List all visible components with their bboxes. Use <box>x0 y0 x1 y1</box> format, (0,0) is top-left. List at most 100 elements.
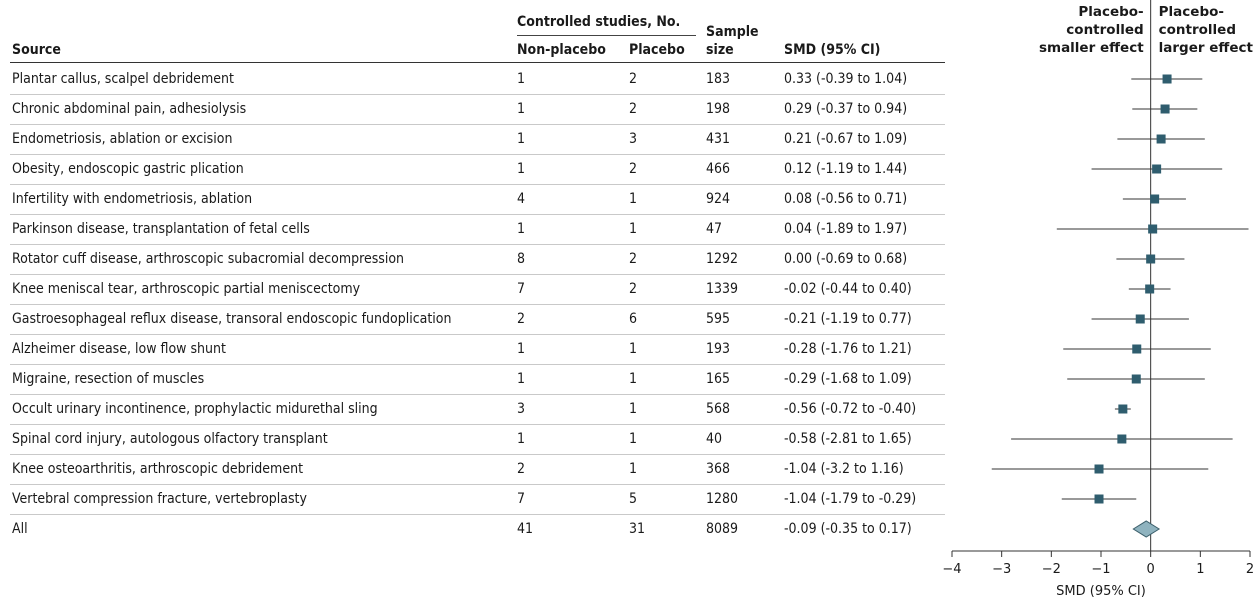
row-smd-ci: -0.29 (-1.68 to 1.09) <box>784 371 912 387</box>
controlled-studies-underline <box>517 35 696 36</box>
smd-header: SMD (95% CI) <box>784 42 881 58</box>
row-non-placebo-count: 3 <box>517 401 526 417</box>
row-placebo-count: 2 <box>629 71 638 87</box>
row-sample-size: 1292 <box>706 251 739 267</box>
row-divider <box>10 124 945 125</box>
point-estimate-marker <box>1117 434 1127 444</box>
row-placebo-count: 1 <box>629 221 638 237</box>
row-sample-size: 595 <box>706 311 731 327</box>
row-divider <box>10 154 945 155</box>
controlled-studies-header: Controlled studies, No. <box>517 14 681 30</box>
row-non-placebo-count: 1 <box>517 161 526 177</box>
row-non-placebo-count: 8 <box>517 251 526 267</box>
row-placebo-count: 2 <box>629 161 638 177</box>
row-sample-size: 8089 <box>706 521 739 537</box>
row-divider <box>10 184 945 185</box>
row-smd-ci: -0.56 (-0.72 to -0.40) <box>784 401 917 417</box>
row-sample-size: 431 <box>706 131 731 147</box>
row-sample-size: 924 <box>706 191 731 207</box>
point-estimate-marker <box>1146 254 1156 264</box>
row-non-placebo-count: 4 <box>517 191 526 207</box>
row-source: Migraine, resection of muscles <box>12 371 205 387</box>
left-header-label: Placebo- <box>1078 4 1143 20</box>
row-placebo-count: 1 <box>629 461 638 477</box>
row-placebo-count: 6 <box>629 311 638 327</box>
row-source: Obesity, endoscopic gastric plication <box>12 161 244 177</box>
row-sample-size: 1280 <box>706 491 739 507</box>
row-smd-ci: 0.21 (-0.67 to 1.09) <box>784 131 908 147</box>
row-non-placebo-count: 1 <box>517 71 526 87</box>
row-divider <box>10 484 945 485</box>
row-divider <box>10 454 945 455</box>
row-sample-size: 466 <box>706 161 731 177</box>
row-smd-ci: -0.09 (-0.35 to 0.17) <box>784 521 912 537</box>
row-non-placebo-count: 7 <box>517 281 526 297</box>
row-source: Occult urinary incontinence, prophylacti… <box>12 401 378 417</box>
row-source: Infertility with endometriosis, ablation <box>12 191 253 207</box>
row-non-placebo-count: 1 <box>517 221 526 237</box>
row-smd-ci: 0.33 (-0.39 to 1.04) <box>784 71 908 87</box>
row-placebo-count: 1 <box>629 371 638 387</box>
row-smd-ci: 0.29 (-0.37 to 0.94) <box>784 101 908 117</box>
row-placebo-count: 1 <box>629 341 638 357</box>
row-non-placebo-count: 7 <box>517 491 526 507</box>
point-estimate-marker <box>1118 404 1128 414</box>
row-source: All <box>12 521 28 537</box>
point-estimate-marker <box>1135 314 1145 324</box>
point-estimate-marker <box>1150 194 1160 204</box>
row-placebo-count: 1 <box>629 401 638 417</box>
row-source: Gastroesophageal reflux disease, transor… <box>12 311 452 327</box>
point-estimate-marker <box>1148 224 1158 234</box>
row-smd-ci: -1.04 (-1.79 to -0.29) <box>784 491 917 507</box>
x-axis-tick-label: 2 <box>1246 562 1254 577</box>
row-non-placebo-count: 1 <box>517 131 526 147</box>
row-sample-size: 47 <box>706 221 723 237</box>
row-smd-ci: -0.28 (-1.76 to 1.21) <box>784 341 912 357</box>
row-divider <box>10 304 945 305</box>
row-source: Plantar callus, scalpel debridement <box>12 71 234 87</box>
row-sample-size: 193 <box>706 341 731 357</box>
forest-plot: Placebo-controlled smaller effect Placebo-… <box>942 0 1254 599</box>
row-divider <box>10 274 945 275</box>
row-source: Chronic abdominal pain, adhesiolysis <box>12 101 247 117</box>
row-placebo-count: 2 <box>629 281 638 297</box>
point-estimate-marker <box>1145 284 1155 294</box>
row-divider <box>10 394 945 395</box>
row-placebo-count: 2 <box>629 101 638 117</box>
row-smd-ci: -0.21 (-1.19 to 0.77) <box>784 311 912 327</box>
left-header-label: controlled <box>1066 22 1143 38</box>
x-axis-tick-label: −1 <box>1091 562 1110 577</box>
point-estimate-marker <box>1160 104 1170 114</box>
row-source: Parkinson disease, transplantation of fe… <box>12 221 310 237</box>
placebo-header: Placebo <box>629 42 685 58</box>
row-non-placebo-count: 1 <box>517 341 526 357</box>
right-header-label: larger effect <box>1159 40 1254 56</box>
row-sample-size: 198 <box>706 101 731 117</box>
row-smd-ci: 0.12 (-1.19 to 1.44) <box>784 161 908 177</box>
row-sample-size: 368 <box>706 461 731 477</box>
row-source: Knee osteoarthritis, arthroscopic debrid… <box>12 461 303 477</box>
non-placebo-header: Non-placebo <box>517 42 606 58</box>
row-placebo-count: 1 <box>629 191 638 207</box>
row-placebo-count: 2 <box>629 251 638 267</box>
row-sample-size: 1339 <box>706 281 739 297</box>
row-non-placebo-count: 1 <box>517 371 526 387</box>
row-sample-size: 568 <box>706 401 731 417</box>
row-placebo-count: 5 <box>629 491 638 507</box>
sample-size-header-line1: Sample <box>706 24 759 40</box>
row-sample-size: 40 <box>706 431 723 447</box>
point-estimate-marker <box>1156 134 1166 144</box>
x-axis-tick-label: 1 <box>1196 562 1204 577</box>
row-smd-ci: -0.02 (-0.44 to 0.40) <box>784 281 912 297</box>
row-source: Spinal cord injury, autologous olfactory… <box>12 431 328 447</box>
left-header-label: smaller effect <box>1039 40 1144 56</box>
row-smd-ci: 0.00 (-0.69 to 0.68) <box>784 251 908 267</box>
row-smd-ci: -1.04 (-3.2 to 1.16) <box>784 461 904 477</box>
row-placebo-count: 31 <box>629 521 646 537</box>
sample-size-header-line2: size <box>706 42 734 58</box>
row-non-placebo-count: 1 <box>517 431 526 447</box>
row-source: Vertebral compression fracture, vertebro… <box>12 491 307 507</box>
x-axis-tick-label: −4 <box>942 562 961 577</box>
row-divider <box>10 94 945 95</box>
row-divider <box>10 244 945 245</box>
